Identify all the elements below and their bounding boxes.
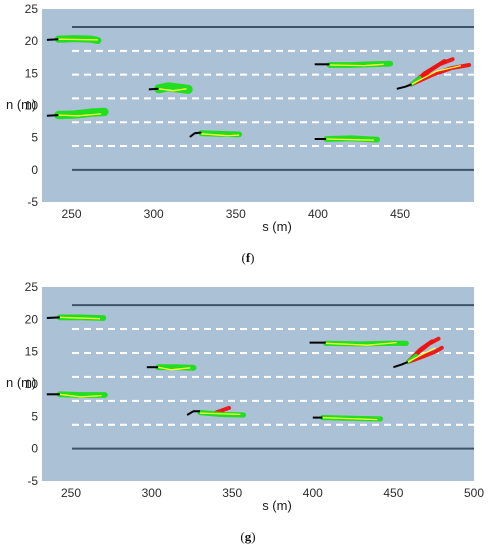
x-tick-label: 300 [142, 486, 162, 500]
ground-truth-path [322, 416, 378, 421]
road-background-g [42, 287, 474, 481]
y-tick-label: 0 [31, 442, 38, 456]
ground-truth-path [59, 393, 102, 398]
road-background-f [42, 9, 474, 202]
y-tick-label: 25 [25, 280, 39, 294]
ground-truth-path [326, 138, 374, 141]
x-tick-label: 400 [308, 207, 328, 221]
history-path [393, 361, 409, 369]
y-tick-label: -5 [27, 195, 38, 209]
y-axis-label-g: n (m) [6, 375, 36, 390]
ground-truth-path [201, 133, 240, 137]
vehicles-f [46, 35, 472, 143]
history-path [189, 131, 202, 138]
ground-truth-path [329, 63, 384, 67]
history-path [396, 83, 412, 90]
y-tick-labels-g: 25 20 15 10 5 0 -5 [25, 280, 39, 488]
ground-truth-path [411, 64, 462, 85]
vehicle-7 [396, 57, 472, 90]
y-tick-labels-f: 25 20 15 10 5 0 -5 [25, 2, 39, 209]
vehicle-5 [314, 60, 394, 68]
x-tick-labels-g: 250 300 350 400 450 500 [61, 486, 484, 500]
caption-f: (f) [241, 250, 254, 265]
history-path [46, 38, 59, 41]
y-tick-label: -5 [27, 474, 38, 488]
x-axis-label-f: s (m) [262, 219, 292, 234]
x-tick-label: 500 [464, 486, 484, 500]
ground-truth-path [325, 341, 397, 346]
vehicle-6 [312, 415, 384, 422]
lane-markings-g [72, 304, 474, 450]
ground-truth-path [157, 366, 191, 371]
vehicle-4 [189, 130, 242, 138]
y-tick-label: 20 [25, 34, 39, 48]
y-tick-label: 10 [25, 99, 39, 113]
panel-f: 250 300 350 400 450 25 20 15 10 5 0 -5 n (m) s (m)… [6, 2, 474, 265]
x-tick-label: 250 [61, 486, 81, 500]
y-tick-label: 0 [31, 163, 38, 177]
x-tick-label: 300 [144, 207, 164, 221]
vehicle-3 [146, 364, 197, 371]
vehicle-4 [186, 405, 247, 418]
ground-truth-path [158, 88, 187, 92]
x-tick-label: 450 [383, 486, 403, 500]
history-path [148, 87, 159, 91]
y-tick-label: 20 [25, 312, 39, 326]
x-tick-label: 350 [222, 486, 242, 500]
vehicle-3 [148, 82, 193, 94]
vehicle-2 [46, 391, 108, 398]
caption-g: (g) [240, 529, 255, 544]
ground-truth-path [59, 316, 101, 320]
ground-truth-path [199, 412, 241, 416]
history-path [46, 316, 60, 319]
x-axis-label-g: s (m) [262, 498, 292, 513]
y-tick-label: 15 [25, 345, 39, 359]
ground-truth-path [58, 113, 102, 117]
ground-truth-path [407, 347, 436, 363]
x-tick-label: 450 [390, 207, 410, 221]
vehicle-5 [309, 340, 409, 347]
y-tick-label: 10 [25, 377, 39, 391]
vehicle-6 [314, 135, 380, 143]
lane-markings-f [72, 26, 474, 171]
vehicle-1 [46, 314, 107, 321]
alt-prediction-path [409, 63, 472, 87]
alt-prediction-path [405, 345, 444, 364]
y-tick-label: 25 [25, 2, 39, 16]
history-path [46, 114, 59, 117]
x-tick-label: 400 [303, 486, 323, 500]
x-tick-labels-f: 250 300 350 400 450 [62, 207, 411, 221]
x-tick-label: 250 [62, 207, 82, 221]
ground-truth-path [58, 38, 98, 41]
vehicle-2 [46, 107, 109, 120]
x-tick-label: 350 [226, 207, 246, 221]
panel-g: 250 300 350 400 450 500 25 20 15 10 5 0 -5 n (m) s … [6, 280, 484, 544]
y-tick-label: 15 [25, 66, 39, 80]
vehicle-1 [46, 35, 102, 45]
y-tick-label: 5 [31, 131, 38, 145]
y-axis-label-f: n (m) [6, 97, 36, 112]
caption-letter-f: f [246, 250, 251, 265]
caption-letter-g: g [245, 529, 252, 544]
history-path [186, 410, 200, 416]
y-tick-label: 5 [31, 409, 38, 423]
vehicles-g [46, 314, 444, 422]
predicted-path [198, 130, 242, 138]
vehicle-7 [393, 336, 444, 369]
